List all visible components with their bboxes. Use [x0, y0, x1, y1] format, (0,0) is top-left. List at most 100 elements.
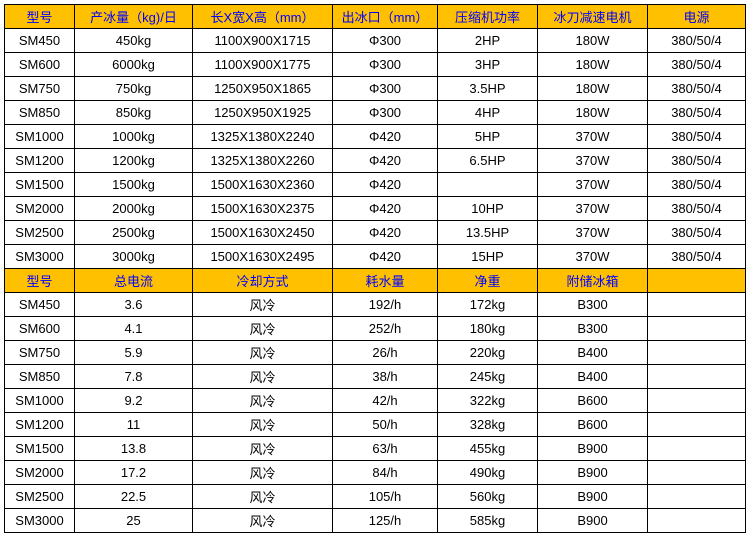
table-cell: 1500X1630X2375 [193, 197, 333, 221]
table-cell: 4HP [438, 101, 538, 125]
table-cell: 328kg [438, 413, 538, 437]
table-cell: 585kg [438, 509, 538, 533]
table-cell: SM2000 [5, 461, 75, 485]
table-cell [648, 317, 746, 341]
table-row: SM120011风冷50/h328kgB600 [5, 413, 746, 437]
table-cell: 490kg [438, 461, 538, 485]
table-cell: B900 [538, 509, 648, 533]
table-row: SM12001200kg1325X1380X2260Φ4206.5HP370W3… [5, 149, 746, 173]
table-row: SM8507.8风冷38/h245kgB400 [5, 365, 746, 389]
table-cell: 17.2 [75, 461, 193, 485]
table-cell: 380/50/4 [648, 29, 746, 53]
table-cell: 220kg [438, 341, 538, 365]
table-cell: 风冷 [193, 341, 333, 365]
table-header-cell: 出冰口（mm） [333, 5, 438, 29]
table-header-cell [648, 269, 746, 293]
table-cell: SM1500 [5, 173, 75, 197]
table-cell: Φ420 [333, 125, 438, 149]
table-cell: 84/h [333, 461, 438, 485]
table-cell: 560kg [438, 485, 538, 509]
table-cell: 63/h [333, 437, 438, 461]
table-header-cell: 净重 [438, 269, 538, 293]
table-cell: 850kg [75, 101, 193, 125]
table-cell: SM600 [5, 53, 75, 77]
table-cell: 3.6 [75, 293, 193, 317]
table-cell: 380/50/4 [648, 173, 746, 197]
spec-table: 型号产冰量（kg)/日长X宽X高（mm）出冰口（mm）压缩机功率冰刀减速电机电源… [4, 4, 746, 533]
table-row: SM30003000kg1500X1630X2495Φ42015HP370W38… [5, 245, 746, 269]
table-cell: 9.2 [75, 389, 193, 413]
table-cell: 1500kg [75, 173, 193, 197]
table-row: SM4503.6风冷192/h172kgB300 [5, 293, 746, 317]
table-row: SM15001500kg1500X1630X2360Φ420370W380/50… [5, 173, 746, 197]
table-cell: 380/50/4 [648, 77, 746, 101]
table-cell: B600 [538, 389, 648, 413]
table-cell: 10HP [438, 197, 538, 221]
table-cell: 1250X950X1925 [193, 101, 333, 125]
table-row: SM20002000kg1500X1630X2375Φ42010HP370W38… [5, 197, 746, 221]
table-cell: 1500X1630X2360 [193, 173, 333, 197]
table-cell: SM850 [5, 101, 75, 125]
table-cell: 风冷 [193, 485, 333, 509]
table-cell: 50/h [333, 413, 438, 437]
table-cell: 15HP [438, 245, 538, 269]
table-cell: B900 [538, 437, 648, 461]
table-cell: 风冷 [193, 365, 333, 389]
table-cell: 风冷 [193, 509, 333, 533]
table-row: SM450450kg1100X900X1715Φ3002HP180W380/50… [5, 29, 746, 53]
table-cell: 风冷 [193, 437, 333, 461]
table-cell: 380/50/4 [648, 101, 746, 125]
table-cell: B400 [538, 365, 648, 389]
table-cell: 380/50/4 [648, 149, 746, 173]
table-cell: 172kg [438, 293, 538, 317]
table-cell: 252/h [333, 317, 438, 341]
table-cell: B600 [538, 413, 648, 437]
table-cell: 380/50/4 [648, 197, 746, 221]
table-cell: 4.1 [75, 317, 193, 341]
table-cell: 2500kg [75, 221, 193, 245]
table-cell: 380/50/4 [648, 245, 746, 269]
table-cell: SM2000 [5, 197, 75, 221]
table-cell: 13.5HP [438, 221, 538, 245]
table-cell: 370W [538, 149, 648, 173]
table-cell: SM3000 [5, 509, 75, 533]
table-header-cell: 耗水量 [333, 269, 438, 293]
table-row: SM250022.5风冷105/h560kgB900 [5, 485, 746, 509]
table-cell: 11 [75, 413, 193, 437]
table-cell: 13.8 [75, 437, 193, 461]
table-cell: 105/h [333, 485, 438, 509]
table-cell [648, 293, 746, 317]
table-cell [438, 173, 538, 197]
table-cell: SM450 [5, 29, 75, 53]
table-cell: B900 [538, 485, 648, 509]
table-cell: SM1000 [5, 125, 75, 149]
table-row: SM750750kg1250X950X1865Φ3003.5HP180W380/… [5, 77, 746, 101]
table-cell: Φ420 [333, 221, 438, 245]
table-cell: 1325X1380X2260 [193, 149, 333, 173]
table-cell: 风冷 [193, 293, 333, 317]
table-cell: B300 [538, 317, 648, 341]
table-row: SM7505.9风冷26/h220kgB400 [5, 341, 746, 365]
table-header-cell: 附储冰箱 [538, 269, 648, 293]
table-cell: SM1200 [5, 413, 75, 437]
table-cell: 38/h [333, 365, 438, 389]
table-cell: 370W [538, 173, 648, 197]
table-cell: 1200kg [75, 149, 193, 173]
table-row: SM6004.1风冷252/h180kgB300 [5, 317, 746, 341]
table-cell: 370W [538, 125, 648, 149]
table-cell: B900 [538, 461, 648, 485]
table-header-cell: 冷却方式 [193, 269, 333, 293]
table-header-row: 型号产冰量（kg)/日长X宽X高（mm）出冰口（mm）压缩机功率冰刀减速电机电源 [5, 5, 746, 29]
table-header-cell: 产冰量（kg)/日 [75, 5, 193, 29]
table-cell: 450kg [75, 29, 193, 53]
table-cell: 370W [538, 197, 648, 221]
table-cell: 750kg [75, 77, 193, 101]
table-cell: 3HP [438, 53, 538, 77]
table-row: SM300025风冷125/h585kgB900 [5, 509, 746, 533]
table-cell: 42/h [333, 389, 438, 413]
table-cell: 2000kg [75, 197, 193, 221]
table-header-cell: 总电流 [75, 269, 193, 293]
table-cell: SM2500 [5, 221, 75, 245]
table-row: SM200017.2风冷84/h490kgB900 [5, 461, 746, 485]
table-cell: 1500X1630X2450 [193, 221, 333, 245]
